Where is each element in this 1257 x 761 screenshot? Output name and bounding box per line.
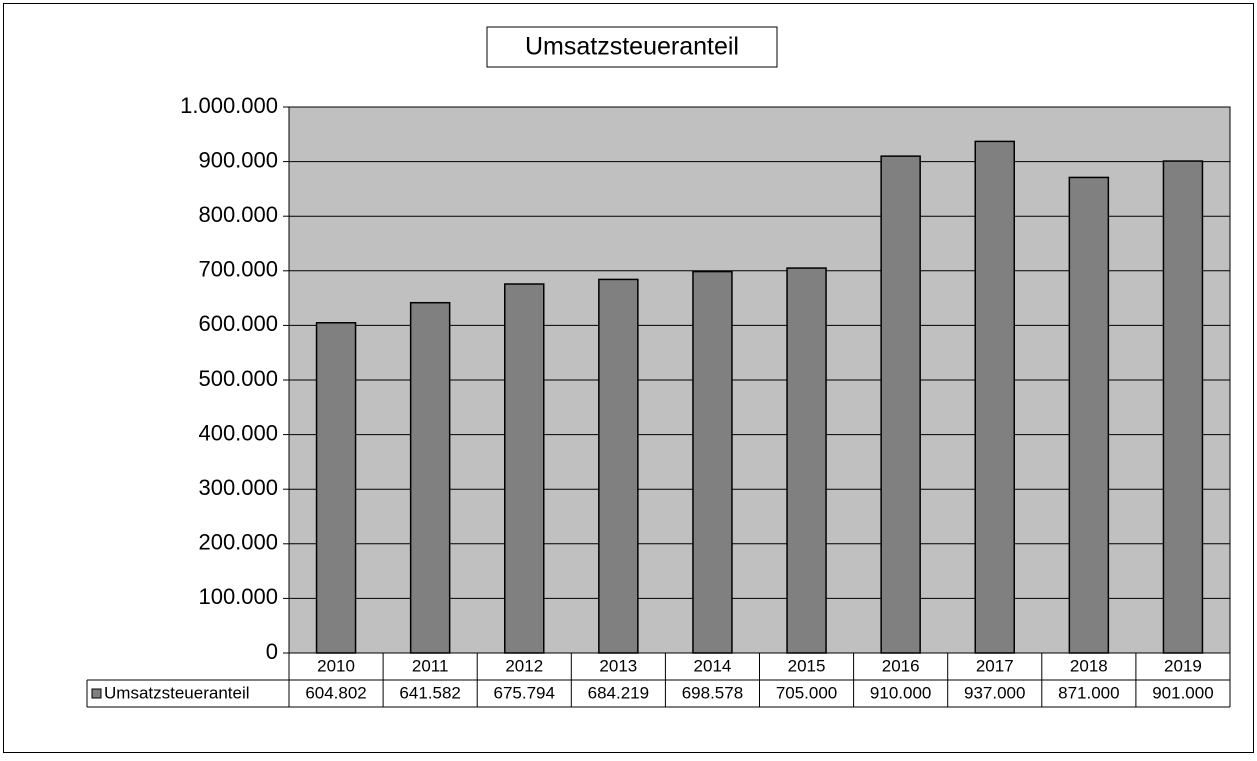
x-tick-label: 2013 [599,656,637,675]
value-label: 675.794 [494,683,555,702]
bar [880,155,921,654]
bar [315,322,357,654]
value-label: 910.000 [870,683,931,702]
y-tick-label: 600.000 [198,311,278,336]
y-tick-label: 200.000 [198,530,278,555]
y-tick-label: 0 [266,639,278,664]
y-tick-label: 800.000 [198,202,278,227]
x-tick-label: 2019 [1164,656,1202,675]
bar [504,283,545,654]
value-label: 705.000 [776,683,837,702]
value-label: 698.578 [682,683,743,702]
x-tick-label: 2010 [317,656,355,675]
bar [974,140,1015,654]
x-tick-label: 2016 [882,656,920,675]
x-tick-label: 2011 [412,656,449,675]
x-tick-label: 2015 [788,656,826,675]
value-label: 901.000 [1152,683,1213,702]
chart-title: Umsatzsteueranteil [525,33,739,61]
value-label: 871.000 [1058,683,1119,702]
legend-label: Umsatzsteueranteil [104,683,250,702]
bar [692,270,733,654]
x-tick-label: 2014 [694,656,732,675]
y-tick-label: 700.000 [198,257,278,282]
y-tick-label: 400.000 [198,420,278,445]
y-tick-label: 1.000.000 [180,93,278,118]
value-label: 937.000 [964,683,1025,702]
value-label: 604.802 [305,683,366,702]
y-tick-label: 500.000 [198,366,278,391]
bar [598,278,639,654]
y-tick-label: 900.000 [198,147,278,172]
x-tick-label: 2018 [1070,656,1108,675]
value-label: 684.219 [588,683,649,702]
legend-key [91,688,102,699]
y-tick-label: 300.000 [198,475,278,500]
title-box [486,26,778,68]
y-tick-label: 100.000 [198,584,278,609]
bar [1068,176,1110,654]
bar [786,267,827,654]
x-tick-label: 2012 [505,656,543,675]
bar [409,301,451,654]
bar [1162,160,1204,654]
value-label: 641.582 [399,683,460,702]
x-tick-label: 2017 [976,656,1014,675]
